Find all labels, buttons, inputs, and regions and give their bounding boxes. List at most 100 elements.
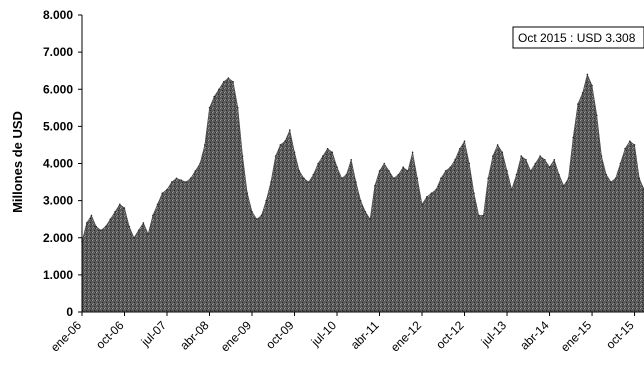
data-point — [567, 177, 570, 180]
data-point — [161, 192, 164, 194]
data-point — [581, 92, 584, 94]
data-point — [544, 158, 546, 161]
data-point — [303, 177, 305, 180]
x-tick-label: oct-09 — [263, 318, 297, 352]
series-area — [81, 73, 644, 313]
data-point — [397, 173, 400, 176]
data-point — [572, 136, 574, 139]
data-point — [501, 151, 504, 154]
data-point — [402, 166, 404, 169]
data-point — [562, 184, 565, 187]
data-point — [411, 151, 414, 154]
data-point — [383, 162, 386, 165]
plot-area — [81, 73, 644, 313]
data-point — [539, 155, 541, 157]
data-point — [520, 155, 523, 157]
y-tick-label: 8.000 — [43, 8, 73, 22]
data-point — [284, 140, 286, 143]
data-point — [326, 147, 329, 150]
data-point — [440, 177, 442, 180]
data-point — [133, 236, 135, 239]
x-tick-label: jul-13 — [478, 318, 510, 350]
data-point — [279, 144, 282, 146]
data-point — [322, 155, 324, 157]
data-point — [444, 170, 447, 172]
data-point — [137, 229, 140, 232]
data-point — [454, 158, 456, 161]
data-point — [293, 151, 296, 154]
data-point — [496, 144, 499, 146]
data-point — [251, 210, 253, 213]
x-tick-label: abr-11 — [348, 318, 382, 352]
data-point — [421, 203, 423, 206]
data-point — [270, 181, 272, 183]
data-point — [388, 170, 390, 172]
x-tick-label: jul-07 — [138, 318, 170, 350]
y-axis-label: Millones de USD — [10, 111, 25, 213]
x-axis: ene-06 oct-06 jul-07 abr-08 ene-09 oct-09 jul-… — [48, 311, 644, 355]
y-tick-label: 4.000 — [43, 157, 73, 171]
y-tick-label: 5.000 — [43, 119, 73, 133]
data-point — [482, 214, 485, 217]
data-point — [274, 155, 277, 157]
data-point — [189, 177, 192, 180]
data-point — [459, 147, 461, 150]
data-point — [468, 162, 471, 165]
data-point — [548, 166, 551, 169]
data-point — [185, 181, 187, 183]
data-point — [114, 210, 116, 213]
data-point — [123, 207, 126, 209]
data-point — [629, 140, 631, 143]
data-point — [374, 184, 376, 187]
data-point — [147, 233, 149, 235]
data-point — [298, 170, 301, 172]
data-point — [166, 188, 168, 191]
data-point — [104, 225, 107, 228]
data-point — [336, 166, 338, 169]
x-tick-label: ene-06 — [48, 318, 85, 355]
data-point — [90, 214, 93, 217]
y-tick-label: 0 — [66, 305, 73, 319]
data-point — [265, 199, 267, 202]
data-point — [152, 214, 154, 217]
data-point — [407, 170, 409, 172]
x-tick-label: ene-15 — [558, 318, 595, 355]
data-point — [142, 222, 145, 224]
y-tick-label: 2.000 — [43, 231, 73, 245]
y-tick-label: 1.000 — [43, 268, 73, 282]
x-tick-label: ene-09 — [218, 318, 255, 355]
data-point — [345, 173, 348, 176]
data-point — [289, 129, 291, 131]
x-tick-label: oct-12 — [433, 318, 467, 352]
data-point — [170, 181, 173, 183]
data-point — [591, 84, 593, 87]
data-point — [364, 210, 367, 213]
data-point — [595, 114, 598, 117]
y-tick-label: 6.000 — [43, 82, 73, 96]
data-point — [633, 144, 636, 146]
data-point — [416, 177, 419, 180]
data-point — [213, 95, 216, 98]
data-point — [199, 162, 201, 165]
data-point — [624, 147, 626, 150]
data-point — [232, 81, 234, 83]
data-point — [156, 203, 159, 206]
data-point — [529, 170, 532, 172]
data-point — [492, 155, 494, 157]
x-tick-label: jul-10 — [308, 318, 340, 350]
x-tick-label: abr-08 — [177, 318, 212, 353]
data-point — [241, 155, 244, 157]
data-point — [194, 170, 197, 172]
x-tick-label: oct-15 — [603, 318, 637, 352]
annotation-box: Oct 2015 : USD 3.308 — [512, 26, 644, 49]
data-point — [463, 140, 466, 143]
data-point — [355, 181, 357, 183]
data-point — [175, 177, 178, 180]
y-axis: 0 1.000 2.000 3.000 4.000 5.000 6.000 7.000 8.00… — [43, 8, 83, 319]
data-point — [369, 218, 371, 220]
data-point — [473, 192, 475, 194]
y-tick-label: 3.000 — [43, 194, 73, 208]
data-point — [109, 218, 112, 220]
